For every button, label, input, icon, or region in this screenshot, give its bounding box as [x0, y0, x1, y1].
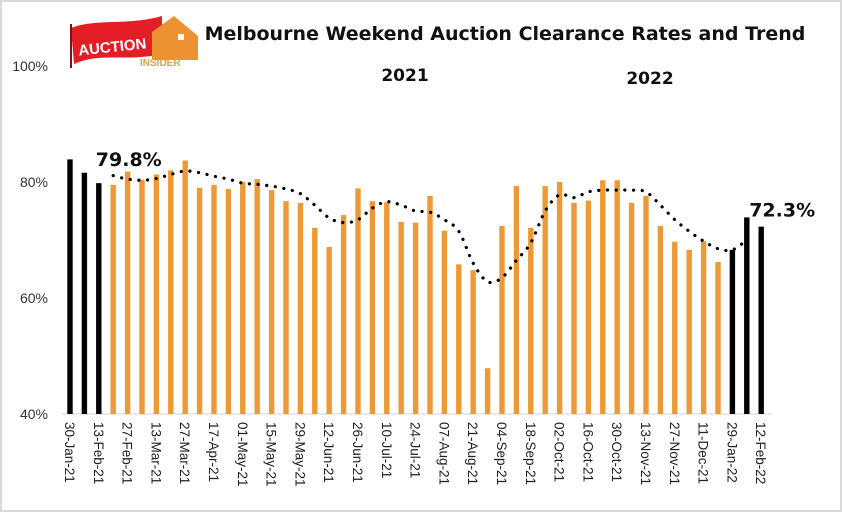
x-tick-label: 04-Sep-21: [494, 422, 509, 485]
bar-26-Jun-21: [355, 188, 361, 414]
bar-06-Mar-21: [139, 179, 145, 414]
bar-20-Feb-21: [110, 184, 116, 414]
x-tick-label: 13-Nov-21: [638, 422, 653, 485]
data-label: 72.3%: [749, 200, 815, 222]
bar-24-Apr-21: [225, 188, 232, 414]
bar-06-Feb-21: [81, 172, 88, 414]
x-tick-label: 07-Aug-21: [436, 422, 451, 485]
bar-31-Jul-21: [427, 195, 433, 414]
x-tick-label: 18-Sep-21: [523, 422, 538, 485]
bar-02-Oct-21: [556, 182, 563, 414]
bar-09-Oct-21: [571, 202, 577, 414]
bar-27-Nov-21: [672, 241, 678, 414]
bar-30-Jan-21: [67, 159, 73, 414]
bar-20-Mar-21: [168, 170, 174, 414]
bar-01-May-21: [240, 182, 246, 414]
bar-06-Nov-21: [628, 202, 635, 414]
bar-27-Feb-21: [124, 171, 131, 414]
bar-29-Jan-22: [729, 249, 736, 414]
bar-25-Sep-21: [542, 186, 548, 414]
x-tick-label: 27-Nov-21: [667, 422, 682, 485]
x-tick-label: 16-Oct-21: [580, 422, 595, 482]
bar-30-Oct-21: [614, 180, 620, 414]
bar-19-Jun-21: [340, 215, 347, 414]
logo: AUCTION INSIDER: [70, 16, 198, 69]
bar-05-Feb-22: [744, 217, 750, 414]
bar-11-Sep-21: [513, 186, 520, 414]
x-tick-label: 27-Mar-21: [177, 422, 192, 484]
bar-13-Mar-21: [153, 174, 160, 414]
x-tick-label: 10-Jul-21: [379, 422, 394, 478]
y-tick-label: 100%: [12, 58, 48, 74]
x-tick-label: 30-Oct-21: [609, 422, 624, 482]
x-tick-label: 29-May-21: [292, 422, 307, 487]
bar-16-Oct-21: [585, 200, 592, 414]
bar-20-Nov-21: [657, 226, 664, 414]
y-axis: 40% 60% 80% 100%: [12, 58, 48, 422]
x-tick-label: 12-Feb-22: [753, 422, 768, 484]
bars: [67, 159, 764, 414]
bar-24-Jul-21: [412, 222, 419, 414]
bar-12-Jun-21: [326, 246, 332, 414]
x-tick-label: 13-Mar-21: [148, 422, 163, 484]
chart-title: Melbourne Weekend Auction Clearance Rate…: [205, 23, 806, 45]
x-tick-label: 11-Dec-21: [696, 422, 711, 484]
bar-10-Apr-21: [196, 187, 203, 414]
x-tick-label: 21-Aug-21: [465, 422, 480, 485]
bar-17-Apr-21: [211, 184, 217, 414]
bar-04-Sep-21: [499, 226, 505, 414]
bar-12-Feb-22: [758, 226, 764, 414]
bar-28-Aug-21: [484, 368, 491, 414]
bar-13-Feb-21: [96, 183, 102, 414]
bar-14-Aug-21: [456, 264, 462, 414]
x-tick-label: 02-Oct-21: [552, 422, 567, 482]
trend-line: [111, 169, 749, 285]
x-tick-label: 26-Jun-21: [350, 422, 365, 483]
logo-word-insider: INSIDER: [140, 58, 181, 69]
bar-08-May-21: [254, 179, 260, 414]
x-tick-label: 27-Feb-21: [120, 422, 135, 484]
bar-15-May-21: [268, 190, 275, 414]
bar-05-Jun-21: [312, 227, 318, 414]
annotations: 79.8% 72.3%: [96, 149, 815, 222]
x-tick-label: 01-May-21: [235, 422, 250, 487]
bar-10-Jul-21: [384, 202, 390, 414]
bar-03-Jul-21: [369, 201, 376, 414]
year-label-2021: 2021: [381, 66, 428, 86]
x-tick-label: 24-Jul-21: [408, 422, 423, 478]
bar-27-Mar-21: [182, 160, 188, 414]
bar-21-Aug-21: [470, 270, 476, 414]
y-tick-label: 80%: [20, 174, 48, 190]
x-tick-label: 17-Apr-21: [206, 422, 221, 482]
bar-07-Aug-21: [441, 230, 448, 414]
x-axis-labels: 30-Jan-21 13-Feb-21 27-Feb-21 13-Mar-21 27-M…: [62, 422, 768, 487]
bar-04-Dec-21: [686, 249, 692, 414]
x-tick-label: 29-Jan-22: [724, 422, 739, 483]
trend-line-path: [111, 169, 749, 285]
bar-29-May-21: [297, 202, 304, 414]
x-tick-label: 13-Feb-21: [91, 422, 106, 484]
x-tick-label: 12-Jun-21: [321, 422, 336, 483]
bar-18-Sep-21: [528, 227, 534, 414]
bar-18-Dec-21: [715, 262, 721, 414]
bar-23-Oct-21: [600, 180, 606, 414]
bar-11-Dec-21: [700, 241, 707, 414]
y-tick-label: 60%: [20, 290, 48, 306]
bar-13-Nov-21: [643, 195, 649, 414]
y-tick-label: 40%: [20, 406, 48, 422]
year-label-2022: 2022: [626, 69, 673, 89]
data-label: 79.8%: [96, 149, 162, 171]
x-tick-label: 15-May-21: [264, 422, 279, 487]
x-tick-label: 30-Jan-21: [62, 422, 77, 483]
bar-22-May-21: [283, 201, 289, 414]
bar-17-Jul-21: [398, 222, 404, 414]
